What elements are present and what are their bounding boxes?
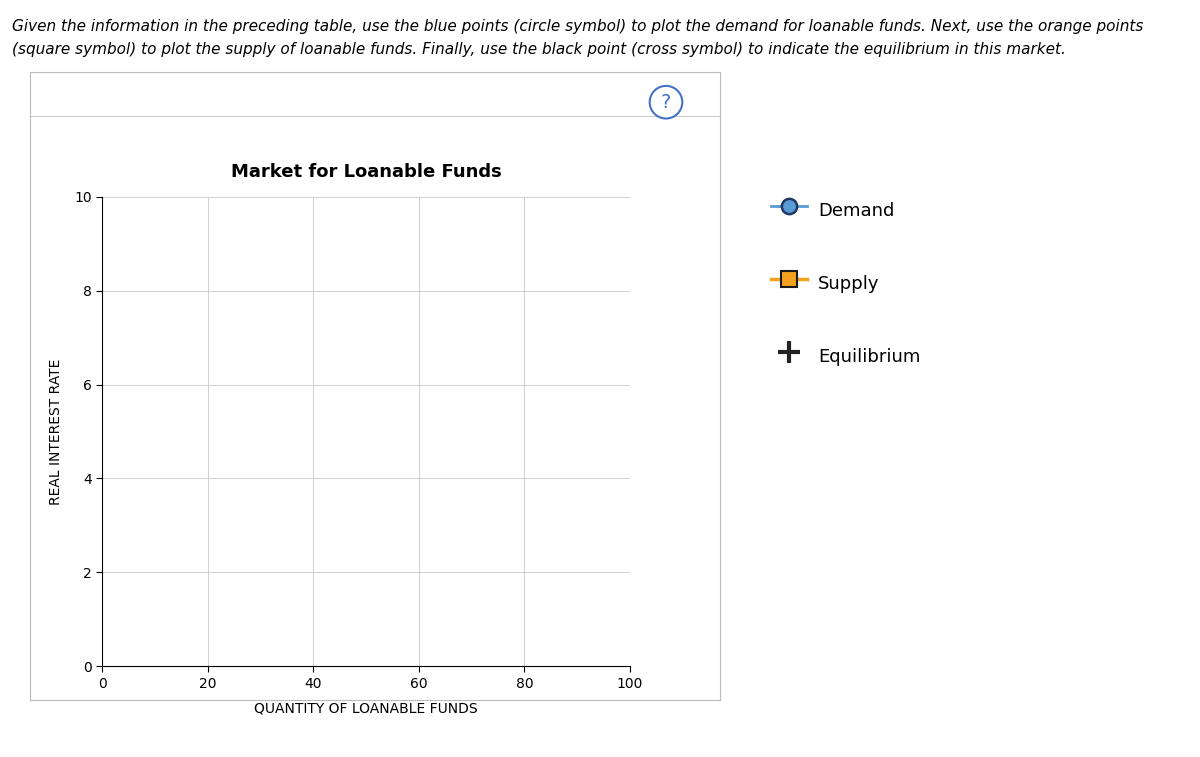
Y-axis label: REAL INTEREST RATE: REAL INTEREST RATE [49,358,62,505]
Title: Market for Loanable Funds: Market for Loanable Funds [230,164,502,182]
Text: (square symbol) to plot the supply of loanable funds. Finally, use the black poi: (square symbol) to plot the supply of lo… [12,42,1066,57]
Text: Given the information in the preceding table, use the blue points (circle symbol: Given the information in the preceding t… [12,19,1144,34]
Text: ?: ? [661,92,671,112]
Legend: Demand, Supply, Equilibrium: Demand, Supply, Equilibrium [772,197,920,370]
X-axis label: QUANTITY OF LOANABLE FUNDS: QUANTITY OF LOANABLE FUNDS [254,702,478,715]
